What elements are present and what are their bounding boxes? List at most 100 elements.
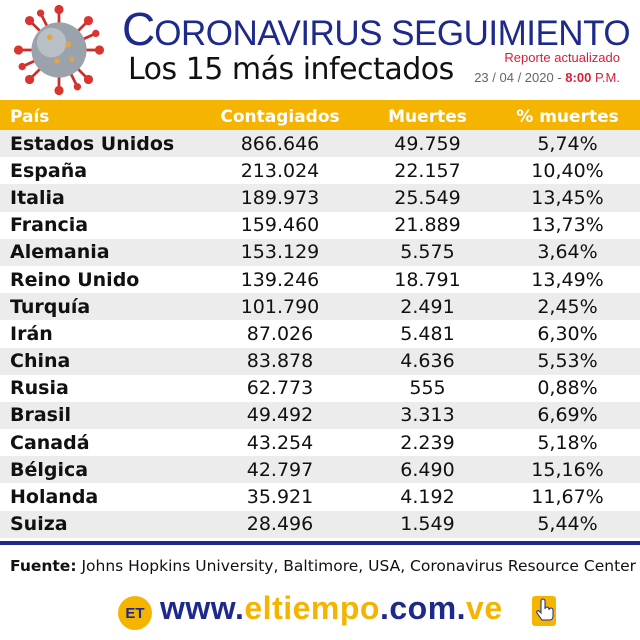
cell-cases: 87.026 — [246, 322, 314, 345]
cell-deaths: 18.791 — [394, 268, 461, 291]
website-link[interactable]: www.eltiempo.com.ve — [160, 590, 503, 627]
table-row: Holanda 35.921 4.192 11,67% — [0, 483, 640, 511]
table-row: Francia 159.460 21.889 13,73% — [0, 211, 640, 239]
cell-death-rate: 15,16% — [531, 458, 604, 481]
url-name: eltiempo — [244, 590, 380, 626]
cell-death-rate: 2,45% — [537, 295, 598, 318]
cell-deaths: 3.313 — [400, 404, 455, 427]
cell-country: Turquía — [10, 295, 91, 318]
title-initial: C — [122, 3, 155, 55]
cell-country: Estados Unidos — [10, 132, 175, 155]
cell-country: Suiza — [10, 513, 68, 536]
column-header-deaths: Muertes — [388, 107, 467, 127]
report-ampm: P.M. — [594, 70, 620, 85]
pointing-hand-icon — [532, 596, 556, 626]
cell-country: Holanda — [10, 486, 99, 509]
cell-cases: 213.024 — [240, 159, 320, 182]
url-com: .com. — [379, 590, 467, 626]
page-subtitle: Los 15 más infectados — [128, 52, 454, 87]
cell-deaths: 6.490 — [400, 458, 455, 481]
column-header-death-rate: % muertes — [516, 107, 619, 127]
header: CORONAVIRUS SEGUIMIENTO Los 15 más infec… — [0, 0, 640, 100]
cell-country: España — [10, 159, 88, 182]
cell-death-rate: 13,45% — [531, 186, 604, 209]
table-body: Estados Unidos 866.646 49.759 5,74% España 2… — [0, 130, 640, 538]
url-www: www. — [160, 590, 245, 626]
report-time: 8:00 — [565, 70, 592, 85]
cell-death-rate: 5,53% — [537, 350, 598, 373]
report-date-text: 23 / 04 / 2020 - — [474, 70, 562, 85]
cell-death-rate: 3,64% — [537, 241, 598, 264]
cell-country: Bélgica — [10, 458, 89, 481]
footer-divider — [0, 541, 640, 545]
cell-cases: 189.973 — [240, 186, 320, 209]
cell-cases: 139.246 — [240, 268, 320, 291]
table-row: Reino Unido 139.246 18.791 13,49% — [0, 265, 640, 294]
cell-deaths: 4.192 — [400, 486, 455, 509]
cell-death-rate: 13,73% — [531, 214, 604, 237]
cell-cases: 153.129 — [240, 241, 320, 264]
eltiempo-logo: ET — [118, 596, 152, 630]
cell-country: Rusia — [10, 377, 69, 400]
source-note: Fuente: Johns Hopkins University, Baltim… — [10, 557, 636, 575]
cell-deaths: 49.759 — [394, 132, 461, 155]
cell-deaths: 4.636 — [400, 350, 455, 373]
table-row: Turquía 101.790 2.491 2,45% — [0, 293, 640, 321]
cell-death-rate: 5,44% — [537, 513, 598, 536]
cases-table: País Contagiados Muertes % muertes Estad… — [0, 104, 640, 538]
table-row: Suiza 28.496 1.549 5,44% — [0, 510, 640, 538]
coronavirus-icon — [13, 4, 105, 96]
cell-cases: 83.878 — [246, 350, 314, 373]
cell-country: Brasil — [10, 404, 72, 427]
title-rest: ORONAVIRUS SEGUIMIENTO — [154, 14, 631, 53]
cell-deaths: 2.491 — [400, 295, 455, 318]
cell-death-rate: 0,88% — [537, 377, 598, 400]
cell-death-rate: 6,30% — [537, 322, 598, 345]
cell-deaths: 5.481 — [400, 322, 455, 345]
cell-cases: 43.254 — [246, 431, 314, 454]
table-row: China 83.878 4.636 5,53% — [0, 347, 640, 375]
cell-death-rate: 10,40% — [531, 159, 604, 182]
source-text: Johns Hopkins University, Baltimore, USA… — [81, 557, 637, 575]
cell-death-rate: 11,67% — [531, 486, 604, 509]
cell-country: Canadá — [10, 431, 90, 454]
cell-death-rate: 5,74% — [537, 132, 598, 155]
report-label: Reporte actualizado — [504, 50, 620, 65]
cell-death-rate: 6,69% — [537, 404, 598, 427]
source-label: Fuente: — [10, 557, 77, 575]
table-row: Bélgica 42.797 6.490 15,16% — [0, 456, 640, 484]
cell-cases: 866.646 — [240, 132, 320, 155]
cell-deaths: 2.239 — [400, 431, 455, 454]
cell-deaths: 555 — [409, 377, 446, 400]
cell-cases: 42.797 — [246, 458, 314, 481]
table-row: Italia 189.973 25.549 13,45% — [0, 184, 640, 212]
cell-deaths: 1.549 — [400, 513, 455, 536]
table-row: Rusia 62.773 555 0,88% — [0, 374, 640, 402]
url-ve: ve — [466, 590, 503, 626]
table-row: Canadá 43.254 2.239 5,18% — [0, 429, 640, 457]
cell-cases: 62.773 — [246, 377, 314, 400]
cell-country: China — [10, 350, 71, 373]
table-row: Brasil 49.492 3.313 6,69% — [0, 401, 640, 430]
cell-cases: 28.496 — [246, 513, 314, 536]
cell-country: Italia — [10, 186, 65, 209]
table-row: Alemania 153.129 5.575 3,64% — [0, 238, 640, 266]
table-header: País Contagiados Muertes % muertes — [0, 104, 640, 130]
report-date: 23 / 04 / 2020 - 8:00 P.M. — [474, 70, 620, 85]
cell-deaths: 5.575 — [400, 241, 455, 264]
cell-country: Irán — [10, 322, 53, 345]
cell-cases: 101.790 — [240, 295, 320, 318]
cell-deaths: 22.157 — [394, 159, 461, 182]
cell-deaths: 25.549 — [394, 186, 461, 209]
cell-cases: 35.921 — [246, 486, 314, 509]
cell-cases: 159.460 — [240, 214, 320, 237]
page-title: CORONAVIRUS SEGUIMIENTO — [122, 2, 632, 55]
cell-country: Francia — [10, 214, 89, 237]
column-header-country: País — [10, 107, 50, 127]
table-row: España 213.024 22.157 10,40% — [0, 157, 640, 185]
cell-deaths: 21.889 — [394, 214, 461, 237]
column-header-cases: Contagiados — [220, 107, 340, 127]
header-divider — [0, 100, 640, 104]
cell-death-rate: 13,49% — [531, 268, 604, 291]
